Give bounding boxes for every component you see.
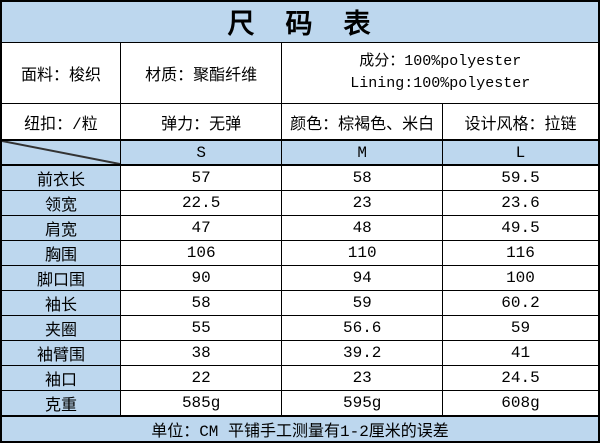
- value-m: 39.2: [281, 340, 443, 366]
- value-l: 116: [441, 240, 600, 266]
- value-s: 22.5: [119, 190, 283, 216]
- value-l: 49.5: [441, 215, 600, 241]
- value-l: 23.6: [441, 190, 600, 216]
- material-cell: 材质：聚酯纤维: [119, 42, 283, 104]
- color-cell: 颜色：棕褐色、米白: [281, 103, 443, 141]
- table-row-armhole: 夹圈 55 56.6 59: [0, 315, 600, 341]
- measurement-size-corner-cell: [0, 139, 121, 166]
- value-l: 41: [441, 340, 600, 366]
- table-row-sleeve-length: 袖长 58 59 60.2: [0, 290, 600, 316]
- value-m: 94: [281, 265, 443, 291]
- design-style-cell: 设计风格：拉链: [441, 103, 600, 141]
- info-row-details: 纽扣：/粒 弹力：无弹 颜色：棕褐色、米白 设计风格：拉链: [0, 103, 600, 141]
- value-m: 48: [281, 215, 443, 241]
- value-m: 58: [281, 164, 443, 191]
- value-l: 59.5: [441, 164, 600, 191]
- table-row-cuff: 袖口 22 23 24.5: [0, 365, 600, 391]
- value-m: 595g: [281, 390, 443, 417]
- table-row-hem-opening: 脚口围 90 94 100: [0, 265, 600, 291]
- value-l: 24.5: [441, 365, 600, 391]
- value-l: 100: [441, 265, 600, 291]
- fabric-cell: 面料：梭织: [0, 42, 121, 104]
- value-s: 585g: [119, 390, 283, 417]
- footer-row: 单位：CM 平铺手工测量有1-2厘米的误差: [0, 415, 600, 443]
- value-s: 57: [119, 164, 283, 191]
- row-label: 前衣长: [0, 164, 121, 191]
- size-header-l: L: [441, 139, 600, 166]
- composition-cell: 成分：100%polyester Lining:100%polyester: [281, 42, 600, 104]
- value-s: 90: [119, 265, 283, 291]
- table-row-collar-width: 领宽 22.5 23 23.6: [0, 190, 600, 216]
- composition-line-1: 成分：100%polyester: [359, 53, 522, 71]
- row-label: 袖臂围: [0, 340, 121, 366]
- composition-line-2: Lining:100%polyester: [350, 75, 531, 92]
- value-m: 23: [281, 365, 443, 391]
- value-l: 60.2: [441, 290, 600, 316]
- value-s: 47: [119, 215, 283, 241]
- row-label: 克重: [0, 390, 121, 417]
- table-row-front-length: 前衣长 57 58 59.5: [0, 164, 600, 191]
- elasticity-cell: 弹力：无弹: [119, 103, 283, 141]
- size-header-s: S: [119, 139, 283, 166]
- row-label: 袖口: [0, 365, 121, 391]
- row-label: 夹圈: [0, 315, 121, 341]
- row-label: 领宽: [0, 190, 121, 216]
- measurement-note: 单位：CM 平铺手工测量有1-2厘米的误差: [0, 415, 600, 443]
- table-row-weight: 克重 585g 595g 608g: [0, 390, 600, 417]
- table-row-chest: 胸围 106 110 116: [0, 240, 600, 266]
- info-row-fabric: 面料：梭织 材质：聚酯纤维 成分：100%polyester Lining:10…: [0, 42, 600, 104]
- row-label: 胸围: [0, 240, 121, 266]
- table-row-sleeve-arm-girth: 袖臂围 38 39.2 41: [0, 340, 600, 366]
- value-s: 38: [119, 340, 283, 366]
- title-row: 尺 码 表: [0, 0, 600, 43]
- value-s: 22: [119, 365, 283, 391]
- value-m: 59: [281, 290, 443, 316]
- value-s: 106: [119, 240, 283, 266]
- table-row-shoulder-width: 肩宽 47 48 49.5: [0, 215, 600, 241]
- value-s: 58: [119, 290, 283, 316]
- value-m: 56.6: [281, 315, 443, 341]
- value-l: 608g: [441, 390, 600, 417]
- size-header-m: M: [281, 139, 443, 166]
- row-label: 脚口围: [0, 265, 121, 291]
- diagonal-line-icon: [2, 141, 120, 164]
- size-header-row: S M L: [0, 139, 600, 166]
- value-m: 23: [281, 190, 443, 216]
- page-title: 尺 码 表: [0, 0, 600, 43]
- value-l: 59: [441, 315, 600, 341]
- value-m: 110: [281, 240, 443, 266]
- value-s: 55: [119, 315, 283, 341]
- row-label: 肩宽: [0, 215, 121, 241]
- buttons-cell: 纽扣：/粒: [0, 103, 121, 141]
- row-label: 袖长: [0, 290, 121, 316]
